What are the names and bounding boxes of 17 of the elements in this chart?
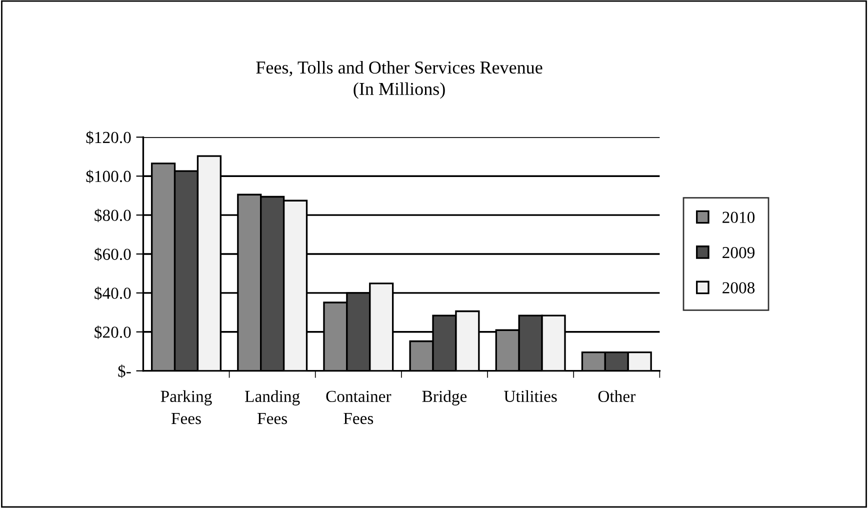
chart-title: Fees, Tolls and Other Services Revenue (In Millions) [256, 60, 542, 99]
y-tick-label: $40.0 [94, 286, 131, 300]
y-tick-label: $20.0 [94, 326, 131, 339]
legend-label: 2008 [722, 282, 755, 294]
x-tick-label: Landing Fees [245, 390, 300, 424]
legend-label: 2010 [722, 212, 755, 224]
y-tick-label: $60.0 [94, 248, 131, 262]
y-tick-label: $80.0 [94, 208, 131, 222]
x-tick-label: Container Fees [326, 390, 392, 424]
x-tick-label: Utilities [504, 390, 557, 402]
x-tick-label: Bridge [422, 390, 467, 406]
y-tick-label: $100.0 [86, 170, 131, 184]
y-tick-label: $120.0 [86, 130, 131, 144]
x-tick-label: Other [598, 390, 636, 402]
y-tick-label: $- [118, 364, 131, 378]
x-tick-label: Parking Fees [160, 390, 212, 424]
legend-label: 2009 [722, 246, 754, 258]
